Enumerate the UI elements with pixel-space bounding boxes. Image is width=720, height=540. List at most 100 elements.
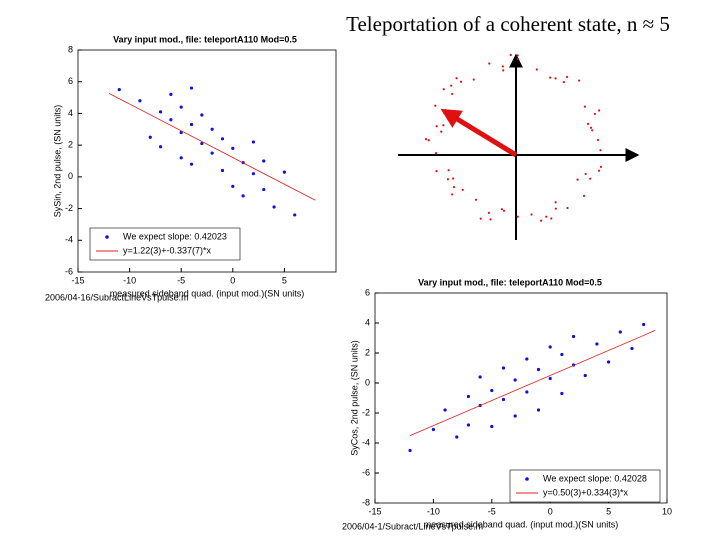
phase-dot [461, 188, 464, 191]
scatter-point [443, 408, 447, 412]
scatter-point [536, 408, 541, 412]
y-tick-label: 0 [68, 171, 73, 181]
scatter-point [501, 366, 506, 370]
phase-diagram [398, 53, 640, 240]
scatter-point [525, 357, 529, 361]
scatter-point [583, 373, 587, 378]
y-axis-label: SySin, 2nd pulse, (SN units) [52, 105, 62, 218]
scatter-point [179, 105, 183, 109]
x-tick-label: -10 [123, 275, 136, 285]
scatter-point [478, 375, 482, 379]
phase-dot [435, 125, 438, 128]
phase-dot [584, 172, 587, 176]
slide-title: Teleportation of a coherent state, n ≈ 5 [346, 12, 670, 36]
plot-area [374, 292, 668, 504]
phase-dot [442, 124, 445, 127]
scatter-point [455, 435, 459, 439]
phase-dot [446, 178, 450, 181]
scatter-point [220, 137, 225, 141]
phase-dot [582, 194, 586, 197]
phase-dot [509, 53, 512, 57]
y-tick-label: 4 [365, 317, 370, 327]
scatter-point [466, 394, 471, 399]
phase-dot [576, 178, 579, 181]
phase-dot [474, 198, 478, 201]
scatter-point [548, 376, 552, 381]
phase-dot [455, 77, 458, 80]
scatter-point [607, 360, 611, 364]
phase-dot [459, 80, 463, 83]
y-axis-label: SyCos, 2nd pulse, (SN units) [349, 340, 359, 456]
phase-dot [566, 75, 569, 79]
scatter-point [189, 122, 194, 127]
scatter-point [262, 187, 266, 192]
y-tick-label: 2 [365, 347, 370, 357]
chart-title: Vary input mod., file: teleportA110 Mod=… [418, 277, 602, 287]
scatter-point [117, 88, 121, 92]
phase-dot [597, 169, 601, 172]
phase-dot [424, 138, 428, 141]
phase-dot [452, 177, 455, 180]
scatter-point [231, 184, 235, 188]
phase-dot [598, 109, 601, 112]
phase-dot [447, 169, 450, 172]
phase-dot [488, 62, 491, 65]
phase-dot [434, 151, 438, 155]
scatter-point [189, 86, 194, 90]
x-tick-label: -5 [177, 275, 185, 285]
phase-dot [545, 215, 548, 218]
phase-dot [500, 208, 503, 211]
scatter-point [536, 367, 541, 372]
x-tick-label: -5 [488, 506, 496, 516]
y-tick-label: -6 [65, 266, 73, 276]
phase-dot [554, 207, 557, 210]
phase-dot [487, 211, 490, 214]
scatter-point [560, 391, 564, 396]
phase-dot [549, 76, 552, 79]
phase-dot [530, 213, 533, 216]
y-tick-label: 6 [365, 287, 370, 297]
scatter-point [262, 159, 266, 163]
y-tick-label: 4 [68, 108, 73, 118]
phase-dot [450, 84, 453, 87]
y-tick-label: -8 [362, 497, 370, 507]
scatter-point [169, 92, 173, 96]
chart-title: Vary input mod., file: teleportA110 Mod=… [113, 34, 297, 44]
x-tick-label: 5 [282, 275, 287, 285]
scatter-point [210, 151, 214, 155]
phase-dot [583, 105, 586, 108]
phase-dot [427, 139, 430, 142]
phase-dot [550, 217, 553, 220]
phase-dot [586, 122, 590, 125]
phase-dot [502, 69, 505, 72]
y-tick-label: -4 [362, 437, 370, 447]
y-tick-label: 0 [365, 377, 370, 387]
scatter-point [231, 146, 235, 150]
legend-label: y=0.50(3)+0.334(3)*x [543, 487, 629, 497]
phase-dot [516, 215, 519, 218]
phase-dot [566, 206, 569, 210]
phase-dot [599, 165, 603, 168]
scatter-point [158, 110, 163, 114]
phase-dot [535, 68, 538, 71]
scatter-point [158, 145, 163, 149]
fit-line [108, 93, 316, 201]
x-tick-label: -10 [427, 506, 440, 516]
y-tick-label: 2 [68, 140, 73, 150]
phase-dot [599, 149, 602, 152]
scatter-point [241, 194, 245, 198]
x-tick-label: 0 [548, 506, 553, 516]
scatter-point [251, 172, 256, 176]
state-arrow [440, 108, 518, 158]
phase-dot [540, 219, 543, 222]
y-tick-label: -2 [362, 407, 370, 417]
scatter-point [525, 390, 529, 394]
phase-dot [451, 193, 454, 196]
scatter-point [282, 170, 286, 174]
scatter-point [513, 414, 517, 418]
phase-dot [451, 92, 454, 96]
scatter-point [200, 141, 204, 146]
y-tick-label: -6 [362, 467, 370, 477]
legend-label: We expect slope: 0.42028 [543, 473, 647, 483]
phase-dot [516, 57, 520, 61]
